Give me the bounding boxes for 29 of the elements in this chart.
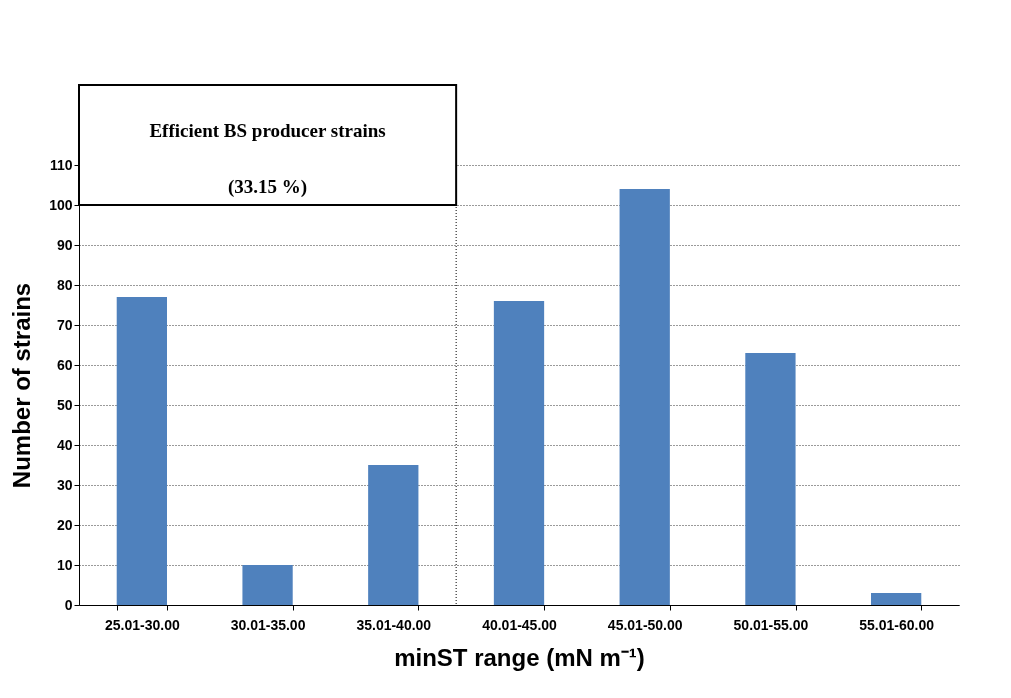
bar xyxy=(242,565,293,605)
x-tick-label: 50.01-55.00 xyxy=(733,616,809,633)
y-tick-label: 10 xyxy=(56,556,73,573)
y-tick-label: 70 xyxy=(56,316,73,333)
x-tick-label: 25.01-30.00 xyxy=(104,616,180,633)
y-tick-label: 110 xyxy=(49,156,73,173)
x-tick-label: 40.01-45.00 xyxy=(482,616,558,633)
y-tick-label: 30 xyxy=(56,476,73,493)
bar xyxy=(745,353,796,605)
x-axis-title: minST range (mN m⁻¹) xyxy=(394,643,645,671)
x-tick-label: 30.01-35.00 xyxy=(230,616,306,633)
y-axis-title: Number of strains xyxy=(8,282,36,489)
y-tick-label: 100 xyxy=(49,196,73,213)
y-tick-label: 20 xyxy=(56,516,73,533)
x-tick-label: 45.01-50.00 xyxy=(607,616,683,633)
y-tick-label: 0 xyxy=(64,596,73,613)
bar xyxy=(116,297,167,605)
y-tick-label: 80 xyxy=(56,276,73,293)
y-tick-label: 60 xyxy=(56,356,73,373)
x-tick-label: 55.01-60.00 xyxy=(859,616,935,633)
bar xyxy=(619,189,670,605)
x-tick-label: 35.01-40.00 xyxy=(356,616,432,633)
bar xyxy=(493,301,545,605)
bar xyxy=(871,593,922,605)
bar xyxy=(368,465,419,605)
y-tick-label: 40 xyxy=(56,436,73,453)
text: Efficient BS producer strains (33.15 %) xyxy=(149,120,386,197)
y-tick-label: 50 xyxy=(56,396,73,413)
y-tick-label: 90 xyxy=(56,236,73,253)
